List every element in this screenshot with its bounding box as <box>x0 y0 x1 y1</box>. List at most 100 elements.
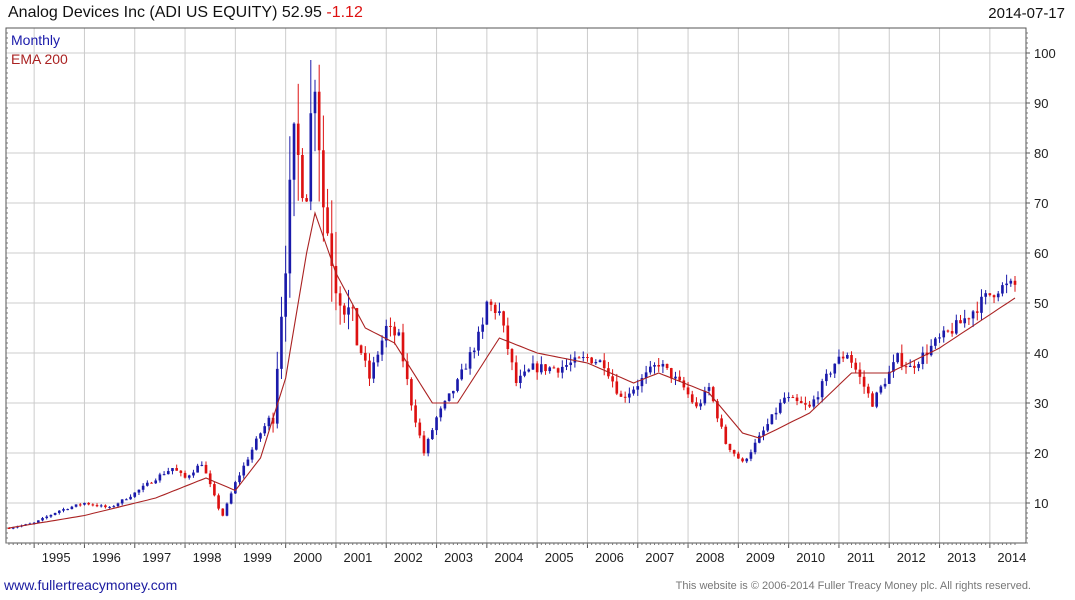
candle-body <box>238 475 241 483</box>
candle-body <box>540 364 543 373</box>
candle-body <box>87 502 90 505</box>
candle-body <box>975 311 979 313</box>
candle-body <box>804 403 807 405</box>
candle-body <box>669 368 673 379</box>
candle-body <box>988 293 992 296</box>
candle-body <box>292 123 296 180</box>
candle-body <box>284 273 287 317</box>
candle-body <box>313 91 317 114</box>
candle-body <box>519 375 522 383</box>
candle-body <box>598 360 602 363</box>
ema-200-line <box>8 210 1016 529</box>
x-tick-label: 2010 <box>796 550 825 565</box>
candle-body <box>984 293 987 297</box>
candle-body <box>359 345 363 353</box>
candle-body <box>615 381 619 394</box>
candle-body <box>900 353 904 367</box>
candle-body <box>741 458 744 462</box>
candle-body <box>414 405 417 423</box>
candle-body <box>305 198 308 202</box>
candle-body <box>213 484 216 496</box>
candle-body <box>967 318 971 320</box>
x-tick-label: 1997 <box>142 550 171 565</box>
plot-frame <box>5 27 1027 544</box>
candle-body <box>376 354 380 363</box>
candle-body <box>280 316 283 369</box>
candle-body <box>649 366 652 373</box>
candle-body <box>443 400 447 409</box>
candle-body <box>405 361 409 380</box>
candle-body <box>552 367 556 369</box>
candle-body <box>162 474 166 476</box>
candle-body <box>812 399 816 407</box>
candle-body <box>678 376 681 381</box>
candle-body <box>363 352 367 361</box>
candle-body <box>623 396 627 398</box>
candle-body <box>720 418 723 427</box>
candle-body <box>166 471 170 475</box>
candle-body <box>837 356 841 364</box>
candle-body <box>841 356 845 359</box>
candle-body <box>179 470 183 473</box>
candle-body <box>183 472 187 478</box>
candle-body <box>439 408 443 418</box>
candle-body <box>296 123 300 156</box>
candle-body <box>288 179 292 274</box>
candle-body <box>544 364 547 372</box>
candle-body <box>971 311 975 319</box>
candle-body <box>934 338 937 346</box>
candle-body <box>1005 283 1008 286</box>
candle-body <box>904 366 908 368</box>
x-tick-label: 2013 <box>947 550 976 565</box>
candle-body <box>992 295 996 298</box>
candle-body <box>498 311 501 314</box>
candle-body <box>829 373 832 375</box>
candle-body <box>99 505 103 507</box>
x-tick-label: 2011 <box>847 550 875 565</box>
candle-body <box>112 506 116 508</box>
candle-body <box>384 325 388 341</box>
candle-body <box>946 330 950 332</box>
candle-body <box>57 510 61 513</box>
x-tick-label: 2014 <box>997 550 1026 565</box>
x-tick-label: 2009 <box>746 550 775 565</box>
candle-body <box>271 417 275 424</box>
y-tick-label: 80 <box>1034 146 1048 161</box>
candle-body <box>686 387 690 395</box>
candle-body <box>883 383 887 387</box>
candle-body <box>581 357 585 359</box>
candle-body <box>657 364 661 367</box>
candle-body <box>154 480 158 484</box>
y-tick-label: 30 <box>1034 396 1048 411</box>
candle-body <box>938 337 941 339</box>
candle-body <box>846 355 849 359</box>
candle-body <box>317 91 321 151</box>
chart-date: 2014-07-17 <box>988 5 1065 22</box>
candle-body <box>996 293 1000 298</box>
candle-body <box>548 367 552 372</box>
candle-body <box>254 438 258 450</box>
site-link[interactable]: www.fullertreacymoney.com <box>4 577 178 593</box>
candle-body <box>950 331 954 334</box>
candle-body <box>104 505 107 508</box>
y-tick-label: 70 <box>1034 196 1048 211</box>
y-tick-label: 40 <box>1034 346 1048 361</box>
candle-body <box>674 376 677 379</box>
candle-body <box>510 349 514 363</box>
x-tick-label: 2005 <box>545 550 574 565</box>
candle-body <box>208 473 212 485</box>
candle-body <box>225 503 229 516</box>
candle-body <box>959 320 962 324</box>
candle-body <box>682 380 686 388</box>
candle-body <box>753 442 757 453</box>
x-tick-label: 2007 <box>645 550 674 565</box>
candle-body <box>942 330 946 338</box>
candle-body <box>577 357 581 359</box>
copyright-notice: This website is © 2006-2014 Fuller Treac… <box>675 580 1031 592</box>
x-tick-label: 2001 <box>343 550 372 565</box>
candle-body <box>636 386 640 390</box>
candle-body <box>569 362 573 366</box>
candle-body <box>393 326 396 336</box>
candle-body <box>737 453 740 459</box>
candle-body <box>234 482 237 494</box>
